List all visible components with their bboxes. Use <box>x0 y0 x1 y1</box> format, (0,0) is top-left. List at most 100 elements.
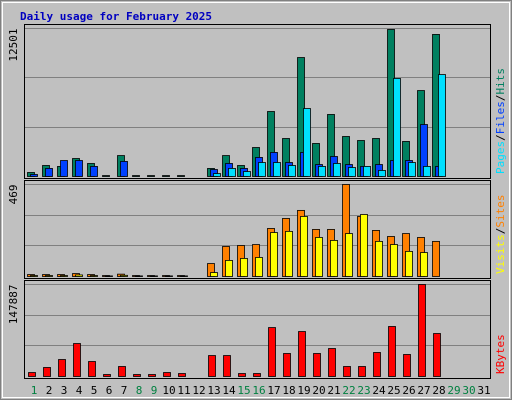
bar <box>150 275 158 277</box>
x-tick-label: 12 <box>192 384 205 397</box>
bar <box>375 240 383 277</box>
x-tick-label: 26 <box>402 384 415 397</box>
legend: Visits/Sites <box>494 195 507 275</box>
x-tick-label: 20 <box>312 384 325 397</box>
bar <box>147 175 155 177</box>
legend-separator: / <box>494 95 507 102</box>
x-tick-label: 13 <box>207 384 220 397</box>
x-tick-label: 16 <box>252 384 265 397</box>
legend-label: Hits <box>494 68 507 95</box>
x-tick-label: 18 <box>282 384 295 397</box>
bar <box>225 260 233 277</box>
x-tick-label: 24 <box>372 384 386 397</box>
bar <box>88 361 96 377</box>
bar <box>285 230 293 277</box>
bar <box>258 162 266 177</box>
x-tick-label: 17 <box>267 384 280 397</box>
bar <box>132 175 140 177</box>
bar <box>390 244 398 277</box>
bar <box>378 170 386 177</box>
bar <box>343 366 351 377</box>
y-tick-label: 147887 <box>7 285 20 325</box>
x-tick-label: 29 <box>447 384 460 397</box>
bar <box>45 275 53 277</box>
bar <box>178 373 186 377</box>
bar <box>103 374 111 377</box>
bar <box>283 353 291 377</box>
legend-label: KBytes <box>494 334 507 374</box>
bar <box>328 348 336 377</box>
bar <box>60 275 68 277</box>
bar <box>432 240 440 277</box>
bar <box>73 343 81 377</box>
x-tick-label: 8 <box>136 384 143 397</box>
bar <box>330 240 338 277</box>
bar <box>333 163 341 177</box>
bar <box>438 74 446 177</box>
x-tick-label: 7 <box>121 384 128 397</box>
bar <box>90 166 98 177</box>
bar <box>433 333 441 377</box>
x-tick-label: 21 <box>327 384 340 397</box>
bar <box>373 352 381 377</box>
x-tick-label: 14 <box>222 384 236 397</box>
bar <box>348 167 356 177</box>
bar <box>105 275 113 277</box>
bar <box>270 232 278 277</box>
bar <box>298 331 306 377</box>
bar <box>177 175 185 177</box>
x-tick-label: 19 <box>297 384 310 397</box>
bar <box>120 274 128 277</box>
bar <box>102 175 110 177</box>
x-tick-label: 2 <box>46 384 53 397</box>
x-tick-label: 27 <box>417 384 430 397</box>
x-tick-label: 22 <box>342 384 355 397</box>
bar <box>273 162 281 177</box>
bar <box>223 355 231 377</box>
x-tick-label: 23 <box>357 384 370 397</box>
bar <box>133 374 141 377</box>
bar <box>213 173 221 177</box>
x-tick-label: 6 <box>106 384 113 397</box>
bar <box>303 108 311 177</box>
bar <box>58 359 66 377</box>
x-tick-label: 4 <box>76 384 83 397</box>
bar <box>358 366 366 377</box>
x-tick-label: 25 <box>387 384 400 397</box>
bar <box>30 174 38 177</box>
bar <box>393 78 401 177</box>
bar <box>163 372 171 377</box>
legend: KBytes <box>494 334 507 374</box>
bar <box>388 326 396 377</box>
bar <box>240 258 248 277</box>
legend-label: Visits <box>494 234 507 274</box>
x-tick-label: 31 <box>477 384 490 397</box>
bar <box>165 275 173 277</box>
plot-area <box>24 280 491 379</box>
legend: Pages/Files/Hits <box>494 68 507 174</box>
bar <box>300 216 308 277</box>
bar <box>75 274 83 277</box>
bar <box>120 161 128 177</box>
bar <box>210 272 218 277</box>
bar <box>43 367 51 377</box>
x-tick-label: 10 <box>162 384 175 397</box>
bar <box>90 275 98 277</box>
bar <box>418 284 426 377</box>
bar <box>118 366 126 377</box>
bar <box>135 275 143 277</box>
x-tick-label: 3 <box>61 384 68 397</box>
bar <box>30 275 38 277</box>
chart-title: Daily usage for February 2025 <box>20 10 212 23</box>
bar <box>228 168 236 177</box>
y-tick-label: 12501 <box>7 29 20 62</box>
legend-separator: / <box>494 134 507 141</box>
x-tick-label: 1 <box>31 384 38 397</box>
bar <box>148 374 156 377</box>
bar <box>360 214 368 277</box>
legend-label: Sites <box>494 195 507 228</box>
bar <box>288 165 296 177</box>
bar <box>60 160 68 177</box>
